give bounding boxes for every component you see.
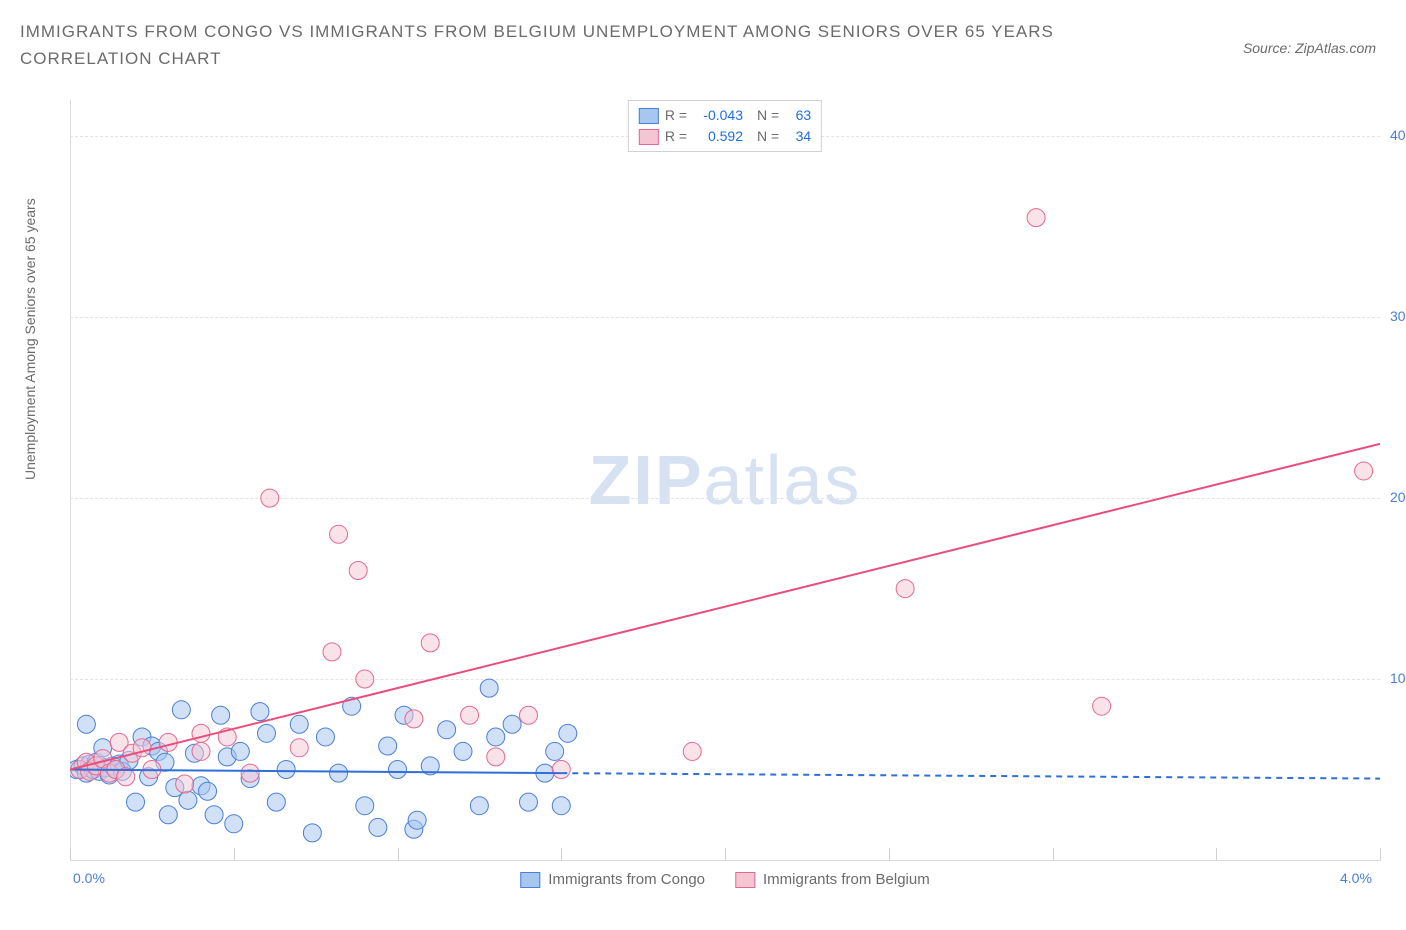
legend-row-congo: R = -0.043 N = 63	[639, 105, 811, 126]
chart-container: IMMIGRANTS FROM CONGO VS IMMIGRANTS FROM…	[0, 0, 1406, 930]
legend-item-congo: Immigrants from Congo	[520, 871, 705, 888]
chart-title: IMMIGRANTS FROM CONGO VS IMMIGRANTS FROM…	[20, 18, 1120, 72]
legend-label-congo: Immigrants from Congo	[548, 871, 705, 888]
legend-n-label: N =	[757, 105, 779, 126]
y-tick-label: 10.0%	[1390, 670, 1406, 686]
x-tick	[1380, 848, 1381, 860]
y-tick-label: 30.0%	[1390, 308, 1406, 324]
x-tick-label: 4.0%	[1340, 870, 1372, 886]
x-tick-label: 0.0%	[73, 870, 105, 886]
legend-row-belgium: R = 0.592 N = 34	[639, 126, 811, 147]
legend-r-label2: R =	[665, 126, 687, 147]
legend-r-congo: -0.043	[693, 105, 743, 126]
y-tick-label: 20.0%	[1390, 489, 1406, 505]
legend-correlation: R = -0.043 N = 63 R = 0.592 N = 34	[628, 100, 822, 152]
legend-n-label2: N =	[757, 126, 779, 147]
legend-swatch-belgium	[639, 129, 659, 145]
legend-series: Immigrants from Congo Immigrants from Be…	[520, 871, 929, 888]
legend-swatch-congo	[639, 108, 659, 124]
chart-area: ZIPatlas R = -0.043 N = 63 R = 0.592 N =…	[70, 100, 1380, 860]
legend-n-belgium: 34	[785, 126, 811, 147]
y-axis-label: Unemployment Among Seniors over 65 years	[22, 198, 38, 480]
legend-swatch2-belgium	[735, 872, 755, 888]
plot-svg	[70, 100, 1380, 860]
legend-r-belgium: 0.592	[693, 126, 743, 147]
legend-n-congo: 63	[785, 105, 811, 126]
y-tick-label: 40.0%	[1390, 127, 1406, 143]
legend-r-label: R =	[665, 105, 687, 126]
legend-item-belgium: Immigrants from Belgium	[735, 871, 930, 888]
legend-label-belgium: Immigrants from Belgium	[763, 871, 930, 888]
legend-swatch2-congo	[520, 872, 540, 888]
source-label: Source: ZipAtlas.com	[1243, 40, 1376, 56]
